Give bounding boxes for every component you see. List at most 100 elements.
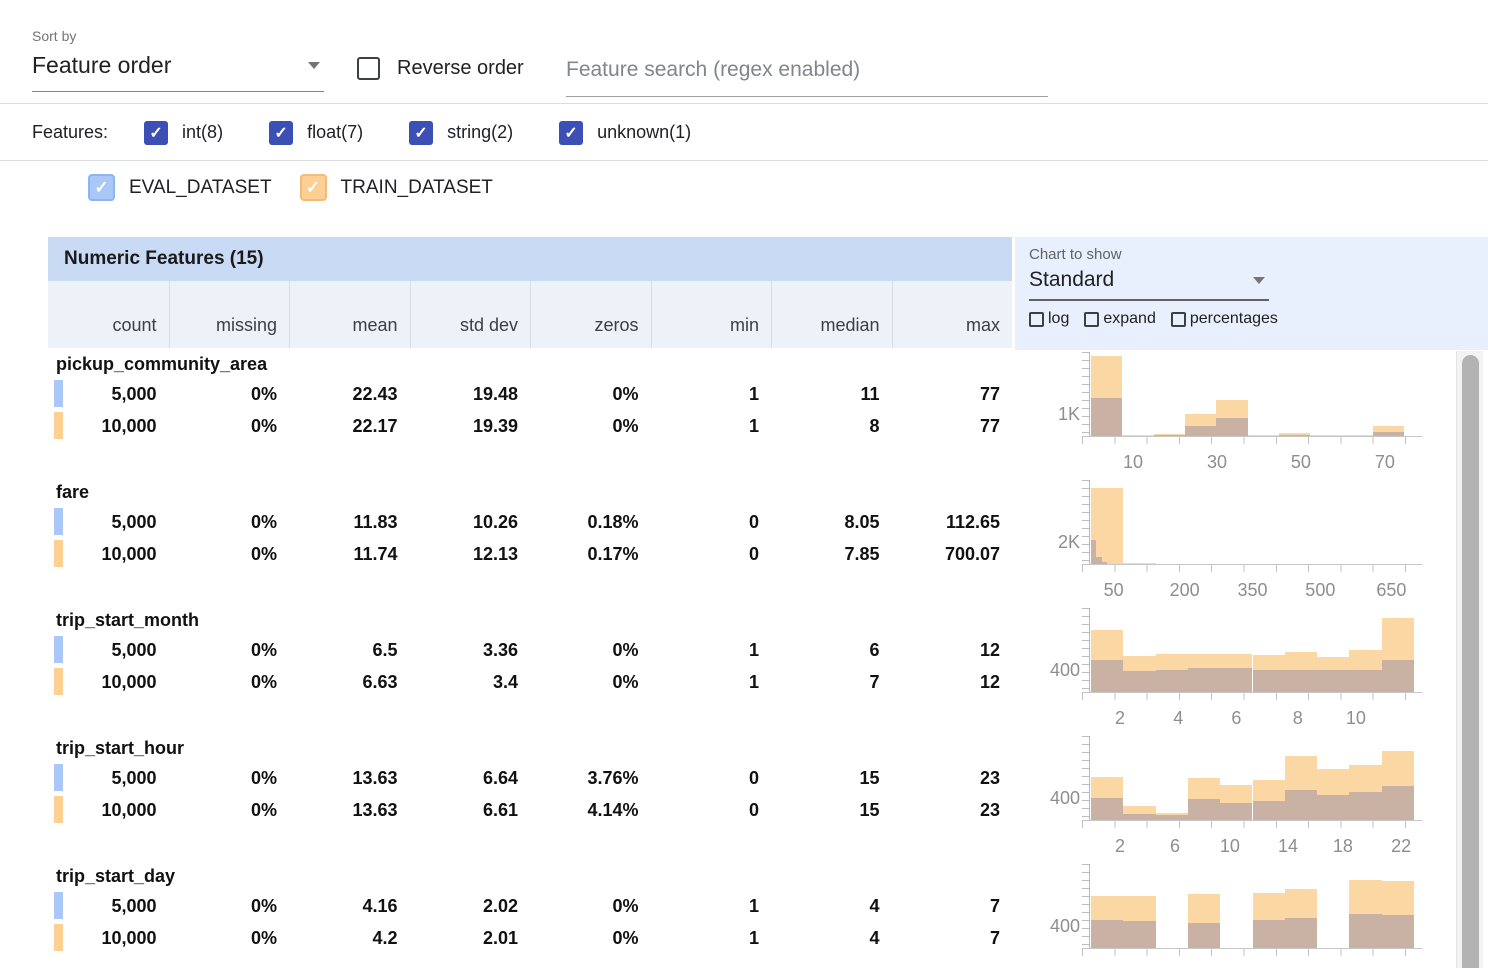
stat-cell: 0% (612, 416, 639, 436)
eval-overlap-bar (1220, 803, 1253, 820)
train-bar (1310, 435, 1342, 436)
stat-cell: 3.36 (482, 640, 518, 660)
eval-color-chip (54, 636, 63, 663)
scrollbar-thumb[interactable] (1462, 355, 1479, 968)
eval-overlap-bar (1349, 792, 1382, 820)
checked-checkbox-icon[interactable]: ✓ (559, 120, 584, 145)
eval-dataset-checkbox-icon[interactable]: ✓ (88, 174, 115, 201)
train-bar (1247, 435, 1279, 436)
stat-cell: 4 (869, 928, 880, 948)
stat-cell: 0% (612, 928, 639, 948)
sort-by-label: Sort by (32, 28, 77, 44)
stat-row-eval: 5,000 0% 11.83 10.26 0.18% 0 8.05 112.65 (48, 506, 1012, 538)
unchecked-checkbox-icon[interactable] (1084, 311, 1100, 327)
eval-overlap-bar (1155, 815, 1188, 820)
stat-cell: 4 (869, 896, 880, 916)
eval-overlap-bar (1317, 669, 1350, 692)
stat-cell: 1 (748, 416, 759, 436)
eval-color-chip (54, 764, 63, 791)
column-mean: mean (289, 281, 410, 348)
eval-overlap-bar (1317, 795, 1350, 820)
eval-overlap-bar (1155, 670, 1188, 692)
hist-x-axis (1082, 564, 1422, 572)
hist-x-tick-label: 10 (1122, 452, 1143, 472)
reverse-order-checkbox[interactable] (357, 57, 380, 80)
eval-overlap-bar (1091, 540, 1097, 564)
stat-cell: 112.65 (945, 512, 1000, 532)
stat-cell: 19.39 (472, 416, 518, 436)
stat-cell: 2.01 (482, 928, 518, 948)
features-label: Features: (32, 122, 109, 142)
stat-cell: 0 (748, 512, 759, 532)
filter-string[interactable]: ✓ string(2) (409, 120, 513, 145)
stat-cell: 0 (748, 544, 759, 564)
hist-plot (1091, 740, 1414, 820)
feature-search-input[interactable] (566, 52, 1048, 97)
hist-y-axis (1082, 608, 1090, 692)
chevron-down-icon (1253, 276, 1265, 284)
toggle-expand[interactable]: expand (1084, 310, 1156, 328)
scrollbar-track[interactable] (1456, 351, 1483, 968)
hist-y-axis (1082, 480, 1090, 564)
eval-overlap-bar (1220, 668, 1253, 692)
eval-overlap-bar (1123, 920, 1156, 948)
filter-float[interactable]: ✓ float(7) (269, 120, 364, 145)
eval-overlap-bar (1216, 418, 1248, 436)
stat-cell: 0 (748, 800, 759, 820)
stat-cell: 5,000 (111, 896, 157, 916)
filter-unknown-label: unknown(1) (597, 122, 692, 142)
stat-cell: 4.2 (372, 928, 398, 948)
feature-block: trip_start_month 5,000 0% 6.5 3.36 0% 1 6 12 10,0… (48, 606, 1452, 734)
hist-x-axis (1082, 436, 1422, 444)
checked-checkbox-icon[interactable]: ✓ (144, 120, 169, 145)
toggle-percentages[interactable]: percentages (1170, 310, 1278, 328)
train-dataset-checkbox-icon[interactable]: ✓ (299, 174, 327, 201)
stat-cell: 0% (250, 800, 277, 820)
stat-cell: 0% (250, 928, 277, 948)
column-zeros: zeros (530, 281, 651, 348)
eval-overlap-bar (1284, 790, 1318, 820)
hist-plot (1091, 484, 1414, 564)
stat-cell: 3.4 (492, 672, 518, 692)
hist-y-axis (1082, 864, 1090, 948)
train-color-chip (54, 412, 63, 439)
unchecked-checkbox-icon[interactable] (1170, 311, 1186, 327)
stat-cell: 1 (748, 928, 759, 948)
toggle-expand-label: expand (1103, 310, 1156, 327)
stat-cell: 13.63 (352, 768, 398, 788)
hist-x-tick-label: 10 (1345, 708, 1366, 728)
hist-x-tick-label: 8 (1292, 708, 1303, 728)
filter-float-label: float(7) (307, 122, 364, 142)
stat-cell: 10,000 (101, 800, 157, 820)
eval-overlap-bar (1284, 917, 1318, 948)
filter-unknown[interactable]: ✓ unknown(1) (559, 120, 692, 145)
eval-overlap-bar (1091, 660, 1124, 692)
toggle-log[interactable]: log (1029, 310, 1069, 328)
column-min: min (650, 281, 772, 348)
eval-color-chip (54, 892, 63, 919)
checked-checkbox-icon[interactable]: ✓ (269, 120, 294, 145)
checked-checkbox-icon[interactable]: ✓ (409, 120, 434, 145)
stat-cell: 0% (250, 416, 277, 436)
hist-x-tick-label: 2 (1115, 836, 1126, 856)
chart-type-select[interactable]: Standard (1029, 263, 1269, 301)
sort-by-select[interactable]: Feature order (32, 44, 324, 92)
stat-cell: 6.61 (482, 800, 518, 820)
dataset-eval[interactable]: ✓ EVAL_DATASET (88, 174, 272, 201)
column-missing: missing (168, 281, 290, 348)
unchecked-checkbox-icon[interactable] (1029, 311, 1044, 327)
stat-cell: 0.18% (587, 512, 639, 532)
stat-cell: 0% (250, 384, 277, 404)
feature-block: trip_start_day 5,000 0% 4.16 2.02 0% 1 4 7 10,000… (48, 862, 1452, 968)
hist-x-tick-label: 22 (1391, 836, 1412, 856)
hist-x-tick-label: 2 (1115, 708, 1126, 728)
stat-cell: 15 (859, 768, 880, 788)
hist-y-axis (1082, 352, 1090, 436)
filter-int-label: int(8) (182, 122, 224, 142)
feature-type-filters: Features: ✓ int(8) ✓ float(7) ✓ string(2… (0, 105, 1488, 161)
hist-x-tick-label: 650 (1376, 580, 1407, 600)
stat-row-train: 10,000 0% 11.74 12.13 0.17% 0 7.85 700.07 (48, 538, 1012, 570)
dataset-train[interactable]: ✓ TRAIN_DATASET (299, 174, 493, 201)
filter-int[interactable]: ✓ int(8) (144, 120, 224, 145)
